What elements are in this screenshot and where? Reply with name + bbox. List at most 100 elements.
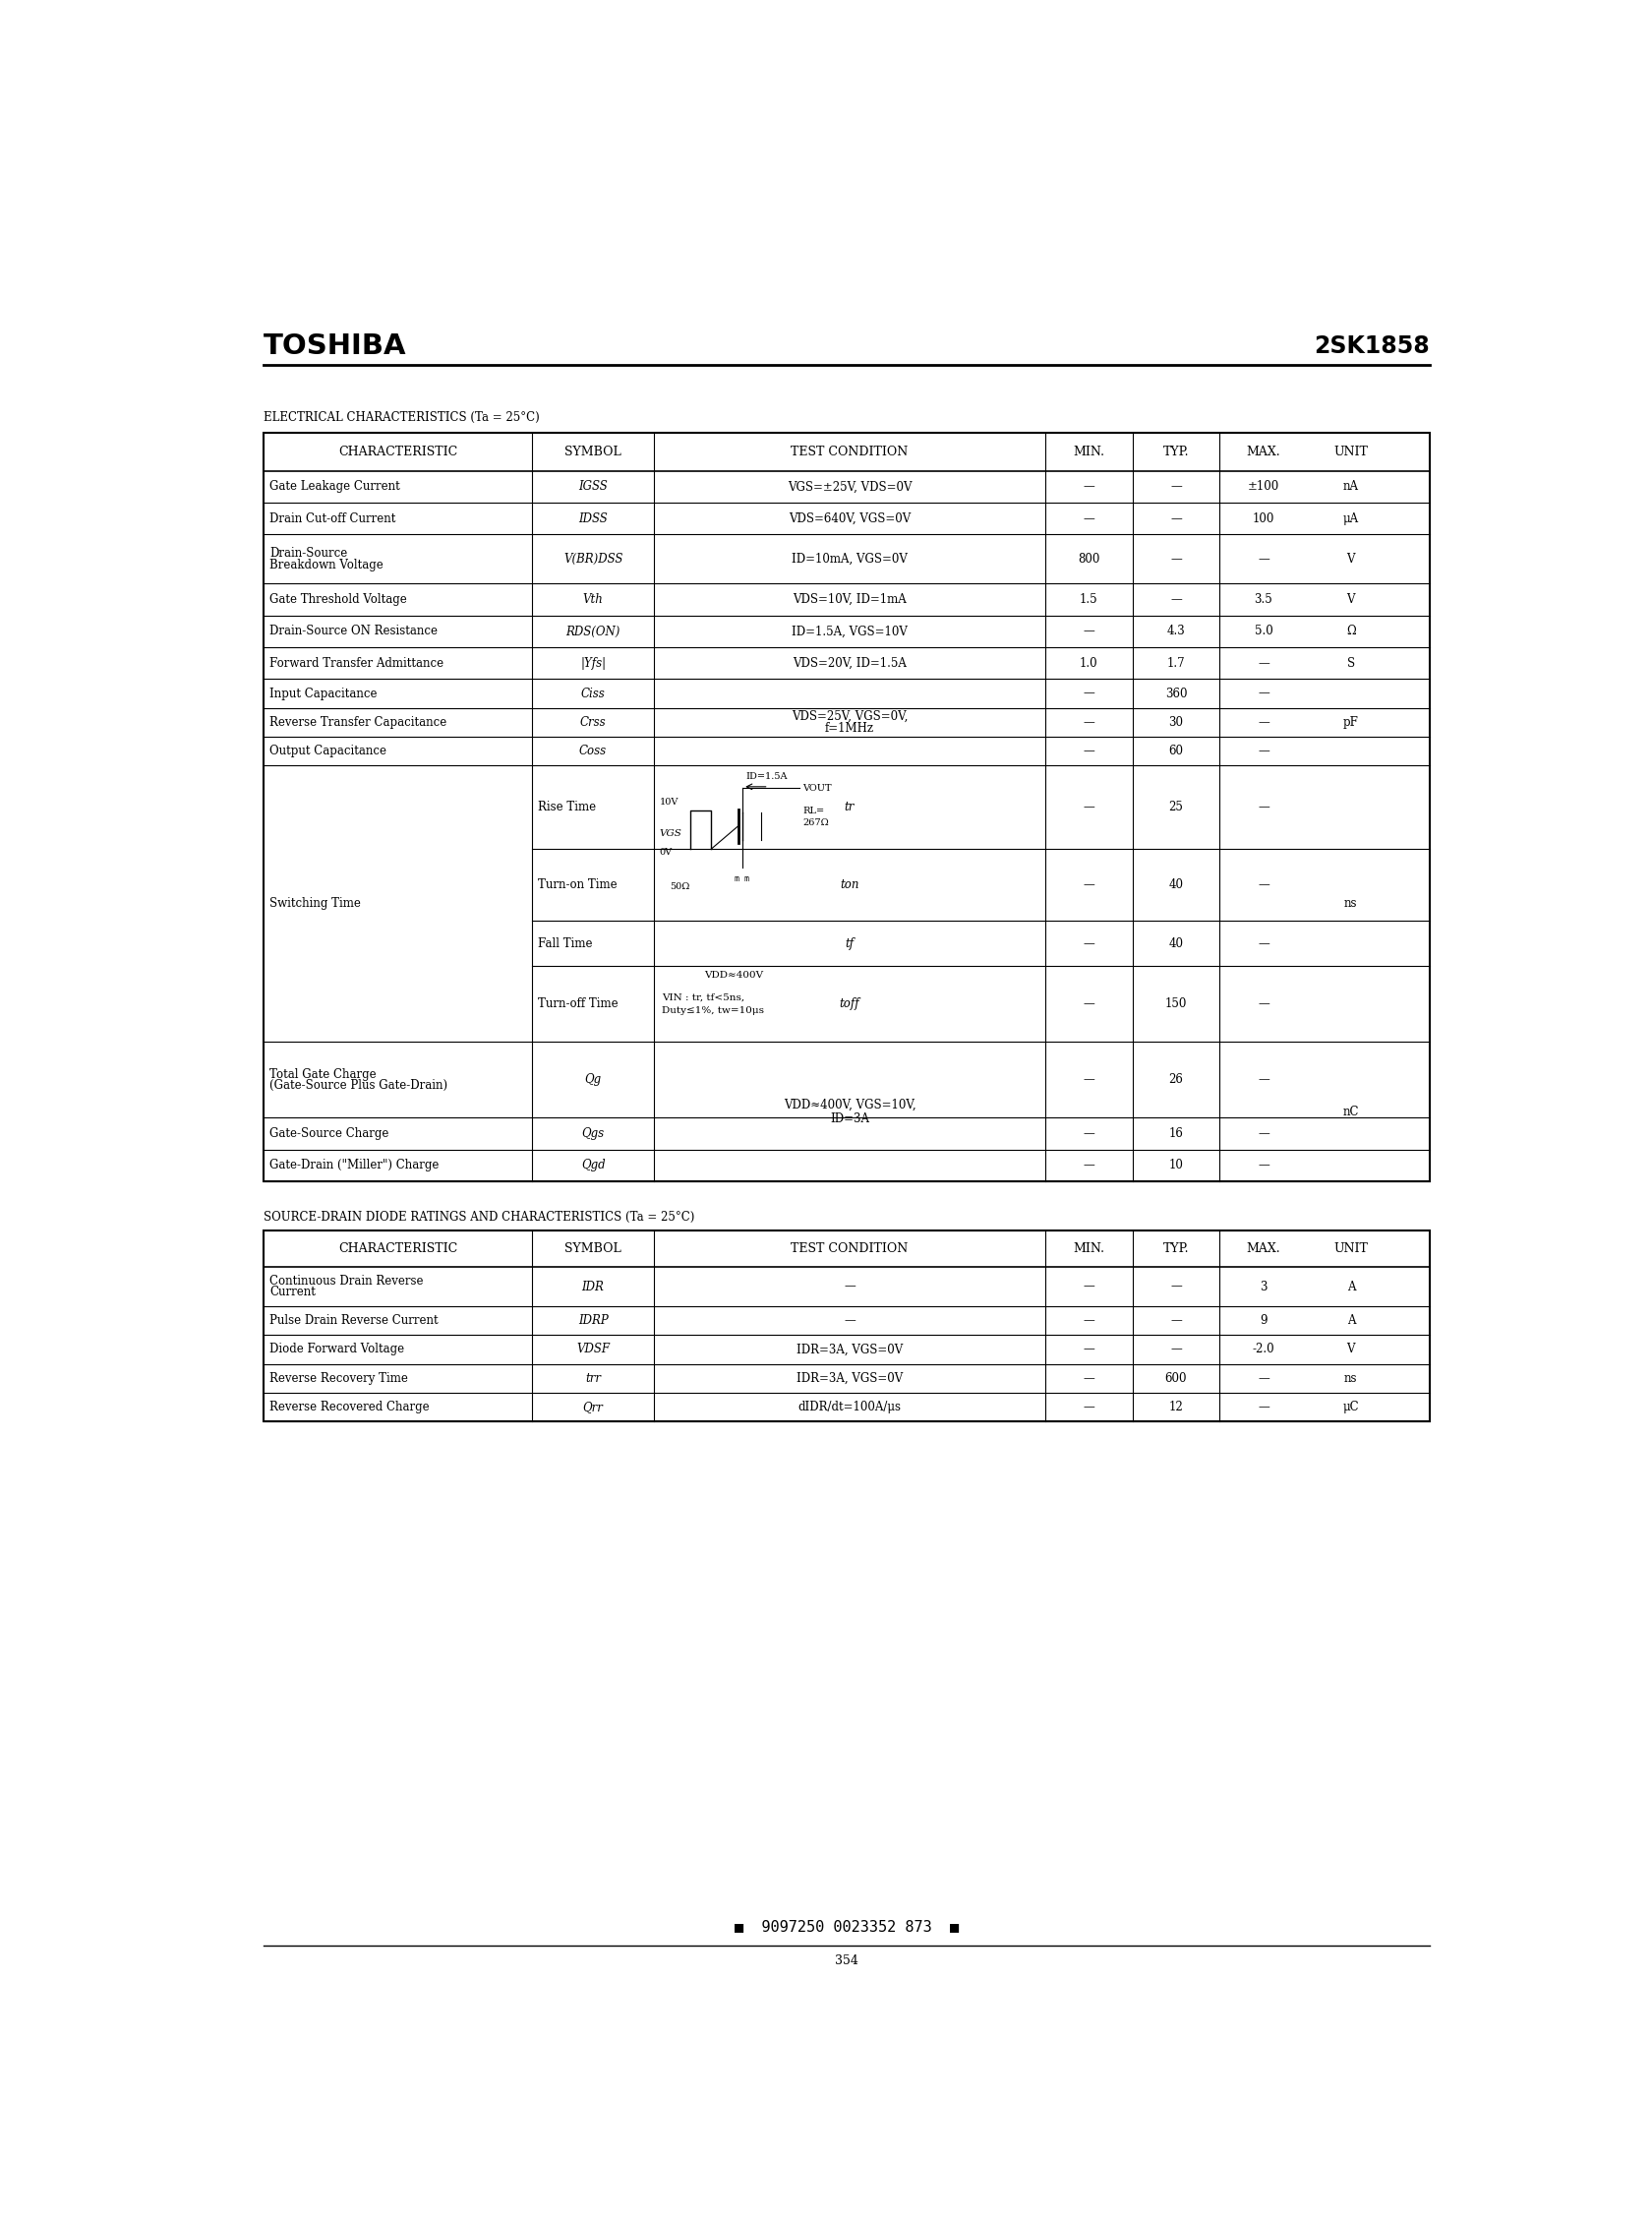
Text: ns: ns	[1345, 897, 1358, 910]
Text: 800: 800	[1077, 553, 1100, 566]
Text: 25: 25	[1168, 801, 1183, 813]
Text: Qg: Qg	[585, 1074, 601, 1086]
Text: tf: tf	[846, 937, 854, 950]
Text: —: —	[1170, 1343, 1181, 1356]
Text: Ciss: Ciss	[582, 688, 605, 699]
Text: IGSS: IGSS	[578, 480, 608, 493]
Text: Current: Current	[269, 1285, 316, 1299]
Text: Drain-Source ON Resistance: Drain-Source ON Resistance	[269, 626, 438, 637]
Text: —: —	[1082, 1314, 1094, 1328]
Text: m m: m m	[733, 875, 748, 884]
Text: 50Ω: 50Ω	[669, 881, 689, 890]
Text: —: —	[1082, 480, 1094, 493]
Text: ton: ton	[839, 879, 859, 890]
Text: VDS=20V, ID=1.5A: VDS=20V, ID=1.5A	[793, 657, 907, 670]
Bar	[264, 433, 1429, 1181]
Text: VOUT: VOUT	[803, 784, 833, 793]
Text: IDR=3A, VGS=0V: IDR=3A, VGS=0V	[796, 1343, 902, 1356]
Text: 3.5: 3.5	[1254, 593, 1272, 606]
Text: —: —	[1082, 801, 1094, 813]
Text: —: —	[1170, 553, 1181, 566]
Text: Crss: Crss	[580, 715, 606, 728]
Text: —: —	[1082, 1343, 1094, 1356]
Text: 360: 360	[1165, 688, 1188, 699]
Text: —: —	[1082, 1372, 1094, 1385]
Text: Output Capacitance: Output Capacitance	[269, 744, 387, 757]
Text: —: —	[1082, 1159, 1094, 1172]
Text: 2SK1858: 2SK1858	[1313, 335, 1429, 357]
Text: —: —	[1082, 513, 1094, 524]
Text: TEST CONDITION: TEST CONDITION	[791, 1243, 909, 1254]
Text: —: —	[1257, 744, 1269, 757]
Text: Duty≤1%, tw=10μs: Duty≤1%, tw=10μs	[662, 1006, 765, 1015]
Text: Continuous Drain Reverse: Continuous Drain Reverse	[269, 1274, 423, 1288]
Text: ID=1.5A, VGS=10V: ID=1.5A, VGS=10V	[791, 626, 907, 637]
Text: —: —	[1170, 1314, 1181, 1328]
Text: 10: 10	[1168, 1159, 1183, 1172]
Text: ID=10mA, VGS=0V: ID=10mA, VGS=0V	[791, 553, 907, 566]
Text: Reverse Transfer Capacitance: Reverse Transfer Capacitance	[269, 715, 448, 728]
Text: —: —	[1082, 688, 1094, 699]
Text: VDS=25V, VGS=0V,: VDS=25V, VGS=0V,	[791, 710, 907, 724]
Text: Gate-Source Charge: Gate-Source Charge	[269, 1128, 390, 1141]
Text: nA: nA	[1343, 480, 1360, 493]
Text: Forward Transfer Admittance: Forward Transfer Admittance	[269, 657, 444, 670]
Text: VDS=640V, VGS=0V: VDS=640V, VGS=0V	[788, 513, 910, 524]
Text: —: —	[1257, 1128, 1269, 1141]
Text: —: —	[1082, 879, 1094, 890]
Text: Rise Time: Rise Time	[539, 801, 596, 813]
Text: VDS=10V, ID=1mA: VDS=10V, ID=1mA	[793, 593, 907, 606]
Text: ELECTRICAL CHARACTERISTICS (Ta = 25°C): ELECTRICAL CHARACTERISTICS (Ta = 25°C)	[264, 411, 540, 424]
Text: 1.5: 1.5	[1079, 593, 1097, 606]
Text: —: —	[1257, 553, 1269, 566]
Text: Drain Cut-off Current: Drain Cut-off Current	[269, 513, 396, 524]
Text: —: —	[1257, 937, 1269, 950]
Text: V: V	[1346, 553, 1355, 566]
Text: |Yfs|: |Yfs|	[580, 657, 606, 670]
Text: UNIT: UNIT	[1333, 446, 1368, 457]
Text: Drain-Source: Drain-Source	[269, 546, 347, 559]
Text: —: —	[1257, 1372, 1269, 1385]
Text: —: —	[1257, 801, 1269, 813]
Text: CHARACTERISTIC: CHARACTERISTIC	[339, 1243, 458, 1254]
Text: VGS=±25V, VDS=0V: VGS=±25V, VDS=0V	[788, 480, 912, 493]
Text: IDR: IDR	[582, 1281, 605, 1292]
Text: toff: toff	[839, 997, 859, 1010]
Text: A: A	[1346, 1314, 1355, 1328]
Text: 30: 30	[1168, 715, 1183, 728]
Text: ID=3A: ID=3A	[829, 1112, 869, 1126]
Text: 12: 12	[1168, 1401, 1183, 1414]
Text: IDSS: IDSS	[578, 513, 608, 524]
Text: —: —	[1082, 744, 1094, 757]
Text: Input Capacitance: Input Capacitance	[269, 688, 377, 699]
Text: —: —	[1257, 1074, 1269, 1086]
Text: 40: 40	[1168, 879, 1183, 890]
Text: MAX.: MAX.	[1247, 1243, 1280, 1254]
Text: —: —	[1170, 593, 1181, 606]
Text: —: —	[1082, 1281, 1094, 1292]
Text: Gate-Drain ("Miller") Charge: Gate-Drain ("Miller") Charge	[269, 1159, 439, 1172]
Text: —: —	[1082, 1074, 1094, 1086]
Text: UNIT: UNIT	[1333, 1243, 1368, 1254]
Text: V: V	[1346, 593, 1355, 606]
Text: TYP.: TYP.	[1163, 446, 1189, 457]
Text: μC: μC	[1343, 1401, 1360, 1414]
Text: SYMBOL: SYMBOL	[565, 1243, 621, 1254]
Text: 0V: 0V	[659, 848, 672, 857]
Text: 4.3: 4.3	[1166, 626, 1184, 637]
Text: 60: 60	[1168, 744, 1183, 757]
Text: 354: 354	[834, 1954, 859, 1967]
Text: VGS: VGS	[659, 830, 682, 839]
Text: ■  9097250 0023352 873  ■: ■ 9097250 0023352 873 ■	[735, 1920, 958, 1934]
Text: V(BR)DSS: V(BR)DSS	[563, 553, 623, 566]
Text: —: —	[1257, 1159, 1269, 1172]
Text: Gate Leakage Current: Gate Leakage Current	[269, 480, 400, 493]
Text: —: —	[1170, 513, 1181, 524]
Text: —: —	[1257, 688, 1269, 699]
Text: 40: 40	[1168, 937, 1183, 950]
Text: V: V	[1346, 1343, 1355, 1356]
Text: RDS(ON): RDS(ON)	[567, 626, 620, 637]
Text: VDSF: VDSF	[577, 1343, 610, 1356]
Text: ns: ns	[1345, 1372, 1358, 1385]
Text: VDD≈400V: VDD≈400V	[704, 970, 763, 979]
